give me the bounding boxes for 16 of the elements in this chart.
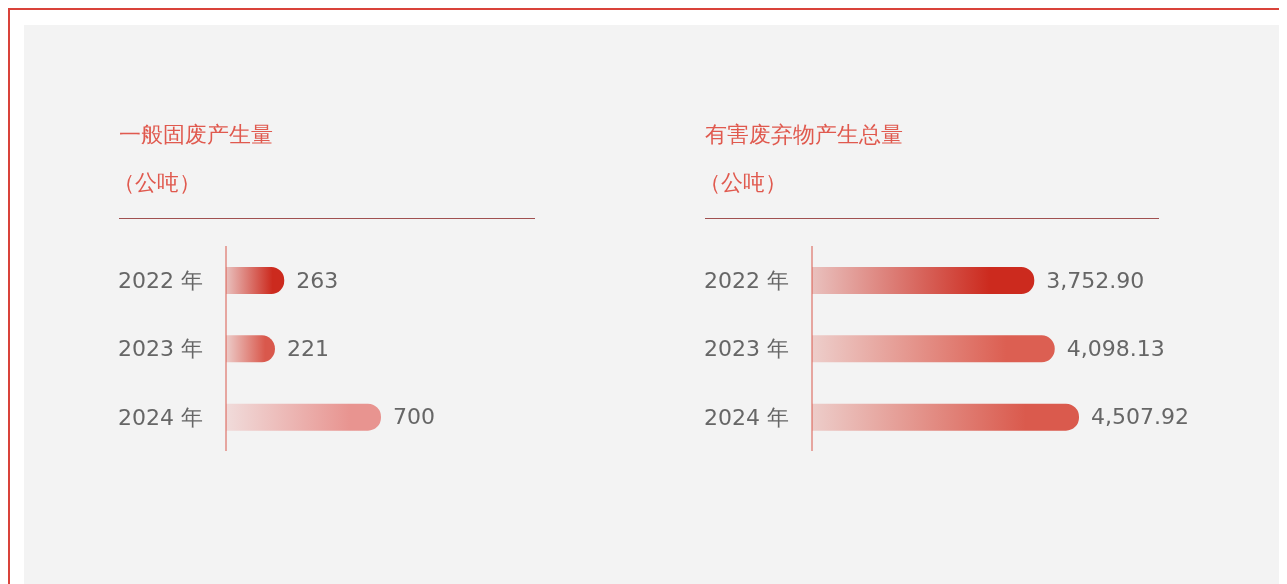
y-tick-label: 2024 年: [118, 404, 203, 430]
data-label: 4,507.92: [1091, 404, 1189, 430]
y-tick-label: 2022 年: [118, 267, 203, 293]
data-label: 4,098.13: [1066, 335, 1165, 361]
chart-subtitle: （公吨）: [699, 169, 788, 197]
y-tick-label: 2023 年: [118, 336, 203, 362]
data-label: 221: [286, 335, 329, 361]
chart-subtitle: （公吨）: [113, 169, 202, 197]
data-label: 700: [393, 404, 435, 430]
y-tick-label: 2024 年: [704, 404, 789, 430]
chart-title: 有害废弃物产生总量: [705, 121, 904, 149]
y-tick-label: 2022 年: [704, 267, 789, 293]
data-label: 263: [296, 267, 339, 293]
chart-title: 一般固废产生量: [119, 121, 274, 149]
data-label: 3,752.90: [1046, 267, 1145, 293]
y-tick-label: 2023 年: [704, 336, 789, 362]
